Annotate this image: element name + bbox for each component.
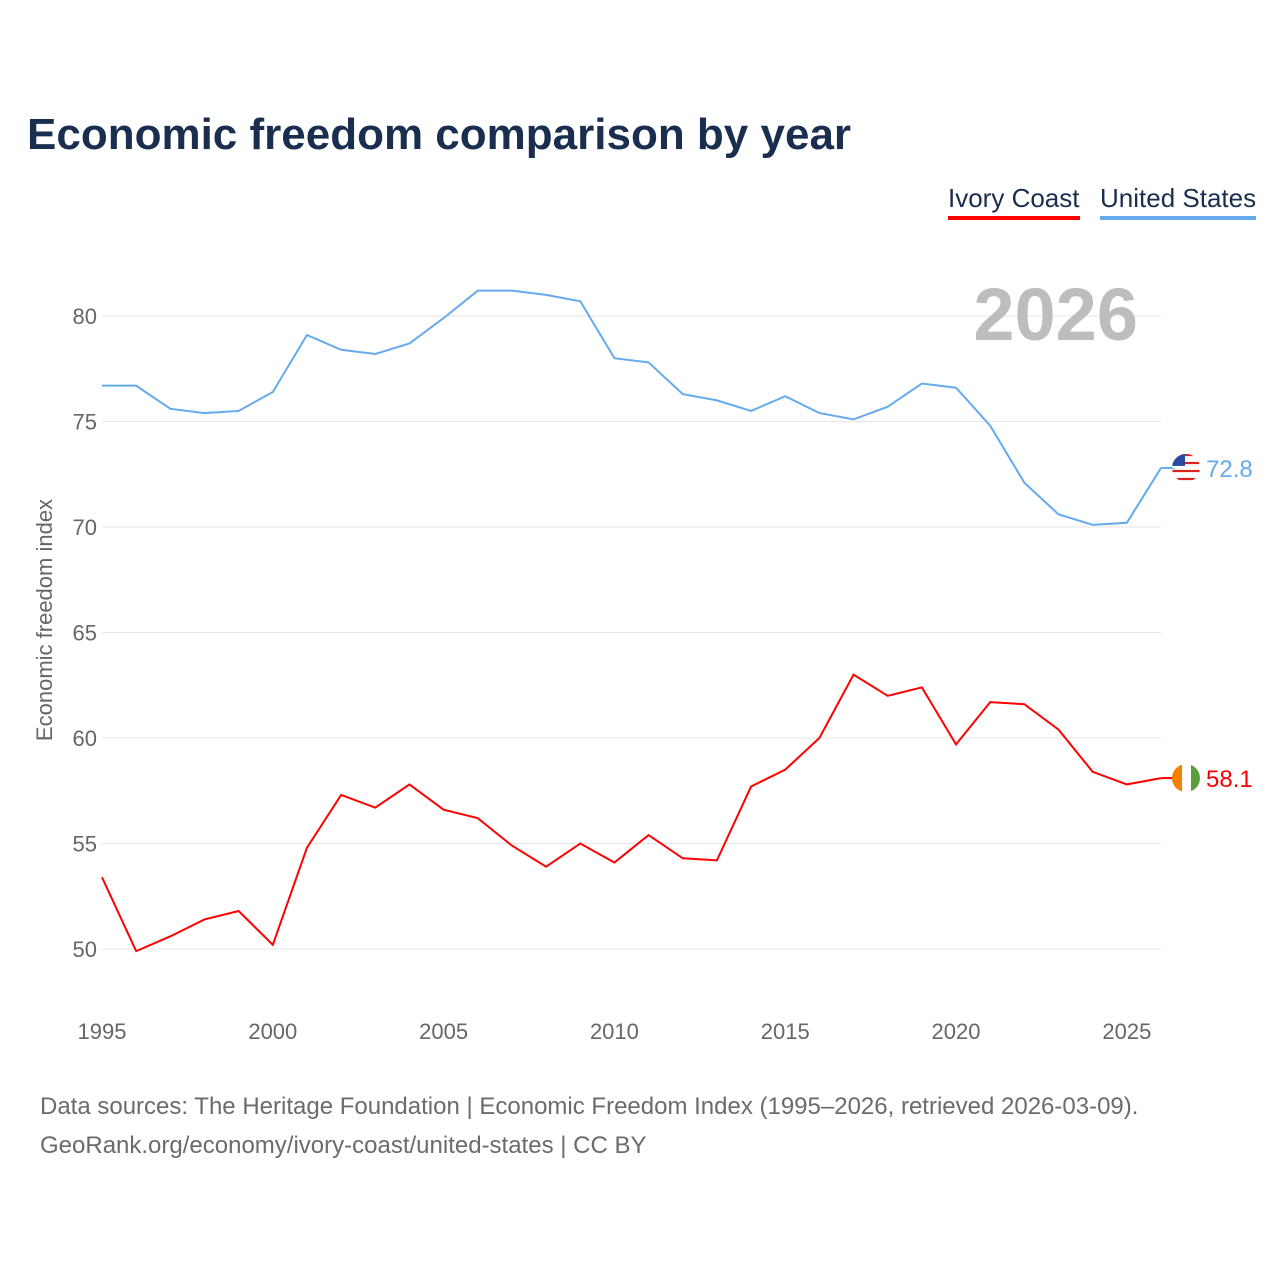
end-value-label: 58.1	[1206, 766, 1253, 793]
source-line: Data sources: The Heritage Foundation | …	[40, 1093, 1139, 1120]
year-watermark: 2026	[973, 273, 1138, 356]
us-flag-icon	[1172, 453, 1200, 481]
y-tick-label: 70	[73, 515, 97, 540]
x-tick-label: 2015	[761, 1019, 810, 1044]
ivory-coast-flag-icon	[1172, 764, 1200, 793]
legend-united-states[interactable]: United States	[1100, 183, 1257, 220]
x-tick-label: 1995	[78, 1019, 127, 1044]
y-tick-label: 75	[73, 410, 97, 435]
y-tick-label: 50	[73, 937, 97, 962]
x-tick-label: 2020	[932, 1019, 981, 1044]
y-tick-label: 80	[73, 304, 97, 329]
end-value-label: 72.8	[1206, 456, 1253, 483]
source-link[interactable]: GeoRank.org/economy/ivory-coast/united-s…	[40, 1132, 647, 1159]
chart-title: Economic freedom comparison by year	[27, 110, 852, 159]
y-tick-label: 65	[73, 621, 97, 646]
y-tick-label: 55	[73, 832, 97, 857]
x-tick-label: 2005	[419, 1019, 468, 1044]
x-tick-label: 2025	[1102, 1019, 1151, 1044]
source-note: Data sources: The Heritage Foundation | …	[40, 1087, 1138, 1165]
y-axis-label: Economic freedom index	[32, 499, 57, 741]
y-tick-label: 60	[73, 726, 97, 751]
x-tick-label: 2000	[248, 1019, 297, 1044]
x-tick-label: 2010	[590, 1019, 639, 1044]
series-line-united-states	[102, 289, 1162, 526]
legend-ivory-coast[interactable]: Ivory Coast	[948, 183, 1080, 220]
series-line-ivory-coast	[101, 673, 1162, 953]
